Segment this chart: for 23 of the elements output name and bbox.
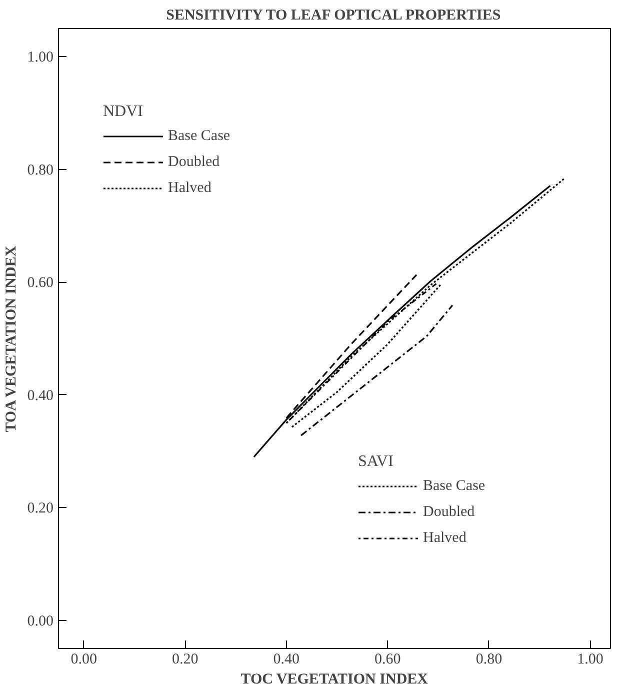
x-tick-label: 0.40 — [273, 652, 300, 668]
y-tick-label: 0.00 — [27, 613, 54, 630]
legend-label: Doubled — [423, 504, 475, 520]
x-tick-label: 0.20 — [172, 652, 198, 668]
x-tick-label: 0.80 — [476, 652, 502, 668]
legend-label: Halved — [168, 180, 212, 196]
text: NDVI — [103, 103, 143, 120]
x-tick-label: 0.00 — [70, 652, 97, 668]
legend-label: Base Case — [168, 128, 230, 144]
x-axis-title: TOC VEGETATION INDEX — [240, 672, 428, 688]
y-tick-label: 1.00 — [27, 50, 54, 66]
x-tick-label: 0.60 — [374, 652, 401, 668]
text: SAVI — [358, 453, 394, 470]
y-axis-title: TOA VEGETATION INDEX — [3, 246, 20, 432]
x-tick-label: 1.00 — [577, 652, 604, 668]
y-tick-label: 0.80 — [27, 162, 54, 178]
legend-label: Base Case — [423, 478, 486, 494]
legend-label: Halved — [423, 530, 466, 546]
y-tick-label: 0.40 — [27, 388, 54, 404]
chart-title: SENSITIVITY TO LEAF OPTICAL PROPERTIES — [166, 8, 501, 24]
y-tick-label: 0.60 — [27, 275, 54, 292]
y-tick-label: 0.20 — [27, 500, 54, 517]
legend-label: Doubled — [168, 154, 220, 170]
